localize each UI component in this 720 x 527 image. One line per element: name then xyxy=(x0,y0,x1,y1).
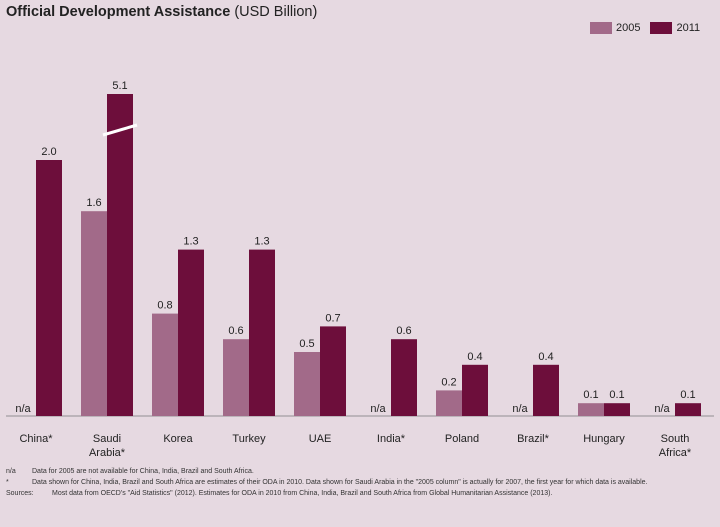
footnote-na: n/a Data for 2005 are not available for … xyxy=(6,466,712,477)
data-label-uae-2005: 0.5 xyxy=(299,338,314,350)
data-label-south-africa-2005: n/a xyxy=(654,403,670,415)
bar-hungary-2011 xyxy=(604,403,630,416)
data-label-korea-2005: 0.8 xyxy=(157,300,172,312)
x-tick-label-south-africa: South Africa* xyxy=(659,433,692,459)
data-label-india-2011: 0.6 xyxy=(396,325,411,337)
data-label-india-2005: n/a xyxy=(370,403,386,415)
x-tick-label-korea: Korea xyxy=(163,433,193,445)
bar-china-2011 xyxy=(36,160,62,416)
footnote-key: n/a xyxy=(6,468,16,475)
bar-uae-2005 xyxy=(294,352,320,416)
bar-saudi-arabia-2005 xyxy=(81,211,107,416)
bar-korea-2011 xyxy=(178,249,204,416)
bar-turkey-2011 xyxy=(249,249,275,416)
legend-label-2005: 2005 xyxy=(616,22,641,34)
footnote-asterisk: * Data shown for China, India, Brazil an… xyxy=(6,477,712,488)
data-label-hungary-2005: 0.1 xyxy=(583,389,598,401)
footnote-text: Data for 2005 are not available for Chin… xyxy=(32,468,254,475)
bar-poland-2011 xyxy=(462,364,488,416)
data-label-hungary-2011: 0.1 xyxy=(609,389,624,401)
footnote-sources: Sources: Most data from OECD's "Aid Stat… xyxy=(6,488,712,499)
footnote-text: Most data from OECD's "Aid Statistics" (… xyxy=(52,490,553,497)
data-label-brazil-2011: 0.4 xyxy=(538,351,553,363)
bar-india-2011 xyxy=(391,339,417,416)
bar-brazil-2011 xyxy=(533,364,559,416)
data-label-poland-2005: 0.2 xyxy=(441,376,456,388)
data-label-south-africa-2011: 0.1 xyxy=(680,389,695,401)
legend-swatch-2011 xyxy=(650,22,673,34)
bar-poland-2005 xyxy=(436,390,462,416)
bar-korea-2005 xyxy=(152,313,178,416)
legend-label-2011: 2011 xyxy=(676,22,701,34)
axis-break-mark xyxy=(102,123,138,137)
x-tick-label-brazil: Brazil* xyxy=(517,433,550,445)
data-label-uae-2011: 0.7 xyxy=(325,312,340,324)
footnote-text: Data shown for China, India, Brazil and … xyxy=(32,479,648,486)
x-tick-label-turkey: Turkey xyxy=(232,433,266,445)
x-tick-label-india: India* xyxy=(377,433,406,445)
bar-uae-2011 xyxy=(320,326,346,416)
data-label-china-2011: 2.0 xyxy=(41,146,56,158)
data-label-korea-2011: 1.3 xyxy=(183,236,198,248)
x-tick-label-china: China* xyxy=(19,433,53,445)
data-label-turkey-2005: 0.6 xyxy=(228,325,243,337)
chart-title-main: Official Development Assistance xyxy=(6,4,231,20)
x-tick-label-hungary: Hungary xyxy=(583,433,625,445)
bar-saudi-arabia-2011 xyxy=(107,94,133,416)
data-label-brazil-2005: n/a xyxy=(512,403,528,415)
footnotes: n/a Data for 2005 are not available for … xyxy=(6,466,712,499)
chart-title-unit: (USD Billion) xyxy=(234,4,318,20)
legend-swatch-2005 xyxy=(590,22,612,34)
data-label-saudi-arabia-2011: 5.1 xyxy=(112,80,127,92)
x-tick-label-saudi-arabia: Saudi Arabia* xyxy=(89,433,126,459)
x-tick-label-poland: Poland xyxy=(445,433,479,445)
data-label-turkey-2011: 1.3 xyxy=(254,236,269,248)
data-label-poland-2011: 0.4 xyxy=(467,351,482,363)
data-label-saudi-arabia-2005: 1.6 xyxy=(86,197,101,209)
legend-item-2011: 2011 xyxy=(650,22,700,34)
legend-item-2005: 2005 xyxy=(590,22,640,34)
bar-turkey-2005 xyxy=(223,339,249,416)
footnote-key: Sources: xyxy=(6,490,34,497)
legend: 2005 2011 xyxy=(590,22,710,34)
chart-title: Official Development Assistance (USD Bil… xyxy=(6,4,317,20)
footnote-key: * xyxy=(6,479,9,486)
bar-hungary-2005 xyxy=(578,403,604,416)
data-label-china-2005: n/a xyxy=(15,403,31,415)
x-tick-label-uae: UAE xyxy=(309,433,332,445)
bar-south-africa-2011 xyxy=(675,403,701,416)
